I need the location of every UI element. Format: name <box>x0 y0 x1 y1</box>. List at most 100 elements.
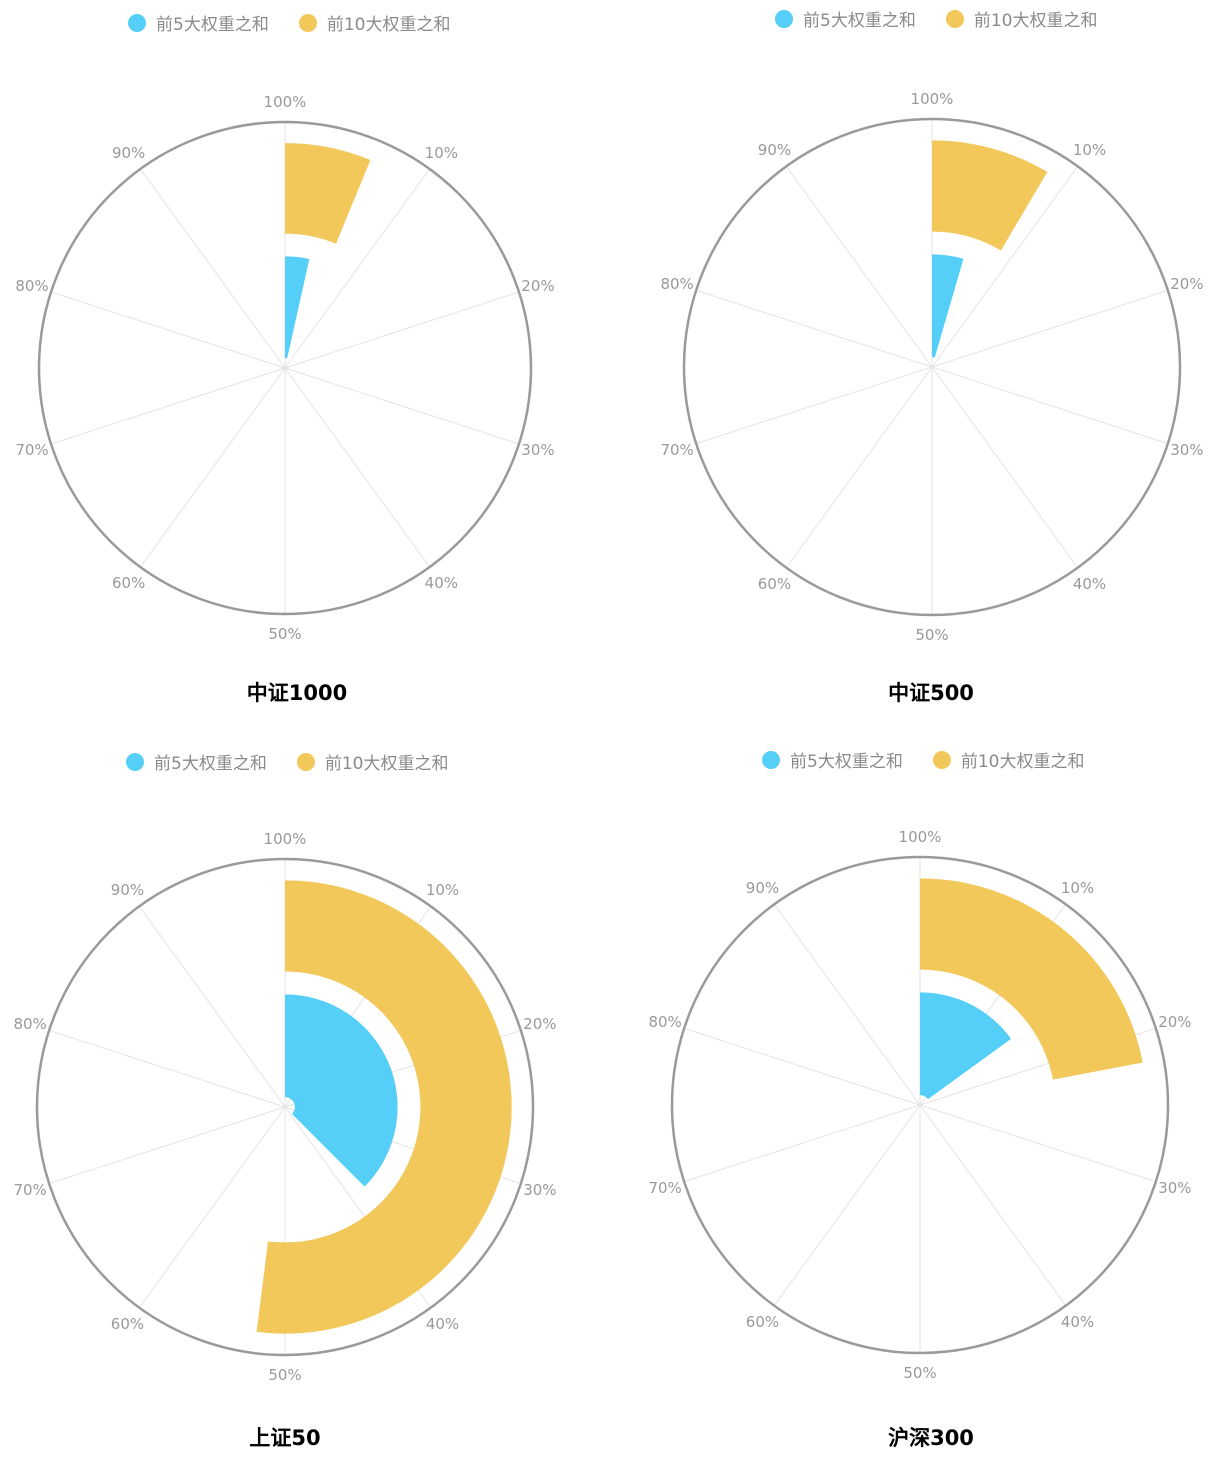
grid-spoke <box>931 366 1079 568</box>
chart-panel-csi300: 前5大权重之和 前10大权重之和 100% 10% 20% 30% 40% 50% 60% 7… <box>609 729 1219 1458</box>
grid-spoke <box>773 1104 921 1306</box>
legend-marker-top10 <box>945 9 964 28</box>
legend-label-top10: 前10大权重之和 <box>960 752 1085 772</box>
grid-spoke <box>695 366 933 445</box>
grid-spoke <box>284 291 520 369</box>
legend-label-top5: 前5大权重之和 <box>803 11 916 31</box>
grid-spoke <box>284 168 430 369</box>
angle-tick-label: 50% <box>903 1364 936 1382</box>
legend-label-top5: 前5大权重之和 <box>790 752 903 772</box>
grid-spoke <box>138 906 286 1108</box>
angle-tick-label: 40% <box>1073 575 1106 593</box>
angle-tick-label: 10% <box>425 144 458 162</box>
angle-tick-label: 60% <box>758 575 791 593</box>
polar-chart: 100% 10% 20% 30% 40% 50% 60% 70% 80% 90% <box>648 828 1191 1382</box>
grid-spoke <box>284 367 520 445</box>
angle-tick-label: 40% <box>1061 1313 1094 1331</box>
legend-label-top10: 前10大权重之和 <box>324 754 449 774</box>
angle-tick-label: 100% <box>264 830 307 848</box>
grid-spoke <box>140 367 286 568</box>
legend-marker-top5 <box>128 13 146 32</box>
angle-tick-label: 50% <box>915 626 948 644</box>
angle-tick-label: 50% <box>268 1366 301 1384</box>
angle-tick-label: 80% <box>13 1015 46 1033</box>
legend-marker-top5 <box>126 752 144 771</box>
angle-tick-label: 80% <box>660 275 693 293</box>
angle-tick-label: 30% <box>1170 441 1203 459</box>
angle-tick-label: 40% <box>426 1315 459 1333</box>
angle-tick-label: 20% <box>1158 1013 1191 1031</box>
legend: 前5大权重之和 前10大权重之和 <box>762 747 1084 772</box>
angle-tick-label: 100% <box>899 828 942 846</box>
legend-item-top5[interactable]: 前5大权重之和 <box>126 749 267 774</box>
legend-label-top10: 前10大权重之和 <box>973 11 1098 31</box>
angle-tick-label: 100% <box>911 90 954 108</box>
polar-chart: 100% 10% 20% 30% 40% 50% 60% 70% 80% 90% <box>15 93 554 643</box>
legend-marker-top10 <box>296 752 315 771</box>
outer-ring <box>670 855 1170 1355</box>
bar-top5 <box>920 992 1012 1100</box>
angle-tick-label: 60% <box>746 1313 779 1331</box>
bar-top10 <box>285 143 371 244</box>
bar-top10 <box>920 878 1143 1080</box>
legend-label-top5: 前5大权重之和 <box>156 15 269 35</box>
legend-item-top5[interactable]: 前5大权重之和 <box>128 10 269 35</box>
grid-spoke <box>48 1106 286 1185</box>
grid-spoke <box>695 289 933 368</box>
legend-marker-top5 <box>775 9 793 28</box>
angle-tick-label: 30% <box>521 441 554 459</box>
angle-tick-label: 70% <box>660 441 693 459</box>
angle-tick-label: 10% <box>1073 141 1106 159</box>
outer-ring <box>35 857 535 1357</box>
legend-marker-top10 <box>298 13 317 32</box>
legend-item-top10[interactable]: 前10大权重之和 <box>296 749 449 774</box>
angle-tick-label: 80% <box>648 1013 681 1031</box>
angle-tick-label: 50% <box>268 625 301 643</box>
bar-top10 <box>256 880 512 1334</box>
legend-label-top5: 前5大权重之和 <box>154 754 267 774</box>
angle-tick-label: 10% <box>1061 879 1094 897</box>
legend-item-top5[interactable]: 前5大权重之和 <box>775 6 916 31</box>
chart-title: 中证500 <box>888 681 974 705</box>
grid-spoke <box>683 1104 921 1183</box>
legend: 前5大权重之和 前10大权重之和 <box>126 749 448 774</box>
angle-tick-label: 20% <box>1170 275 1203 293</box>
angle-tick-label: 20% <box>523 1015 556 1033</box>
grid-spoke <box>919 1104 1157 1183</box>
chart-panel-sse50: 前5大权重之和 前10大权重之和 100% 10% 20% 30% 40% 50% 60% 7… <box>0 729 610 1458</box>
angle-tick-label: 60% <box>112 574 145 592</box>
grid-spoke <box>284 367 430 568</box>
angle-tick-label: 30% <box>523 1181 556 1199</box>
angle-tick-label: 30% <box>1158 1179 1191 1197</box>
chart-panel-csi1000: 前5大权重之和 前10大权重之和 100% 10% 20% 30% 40% 50% 60% 7… <box>0 0 610 729</box>
polar-chart: 100% 10% 20% 30% 40% 50% 60% 70% 80% 90% <box>13 830 556 1384</box>
angle-tick-label: 90% <box>112 144 145 162</box>
legend-item-top10[interactable]: 前10大权重之和 <box>945 6 1098 31</box>
angle-tick-label: 80% <box>15 277 48 295</box>
outer-ring <box>37 120 533 616</box>
chart-title: 上证50 <box>249 1426 321 1450</box>
grid-spoke <box>48 1029 286 1108</box>
bar-top5 <box>285 994 398 1187</box>
grid-spoke <box>50 367 286 445</box>
legend-item-top10[interactable]: 前10大权重之和 <box>932 747 1085 772</box>
angle-tick-label: 90% <box>758 141 791 159</box>
legend-marker-top5 <box>762 750 780 769</box>
grid-spoke <box>50 291 286 369</box>
angle-tick-label: 70% <box>13 1181 46 1199</box>
angle-tick-label: 70% <box>648 1179 681 1197</box>
grid-spoke <box>931 366 1169 445</box>
grid-spoke <box>931 289 1169 368</box>
legend-item-top10[interactable]: 前10大权重之和 <box>298 10 450 35</box>
bar-top5 <box>285 256 310 359</box>
angle-tick-label: 100% <box>264 93 307 111</box>
grid-spoke <box>785 366 933 568</box>
grid-spoke <box>140 168 286 369</box>
polar-chart: 100% 10% 20% 30% 40% 50% 60% 70% 80% 90% <box>660 90 1203 644</box>
legend: 前5大权重之和 前10大权重之和 <box>128 10 450 35</box>
legend-item-top5[interactable]: 前5大权重之和 <box>762 747 903 772</box>
angle-tick-label: 60% <box>111 1315 144 1333</box>
angle-tick-label: 10% <box>426 881 459 899</box>
chart-title: 沪深300 <box>888 1426 974 1450</box>
grid-spoke <box>785 166 933 368</box>
